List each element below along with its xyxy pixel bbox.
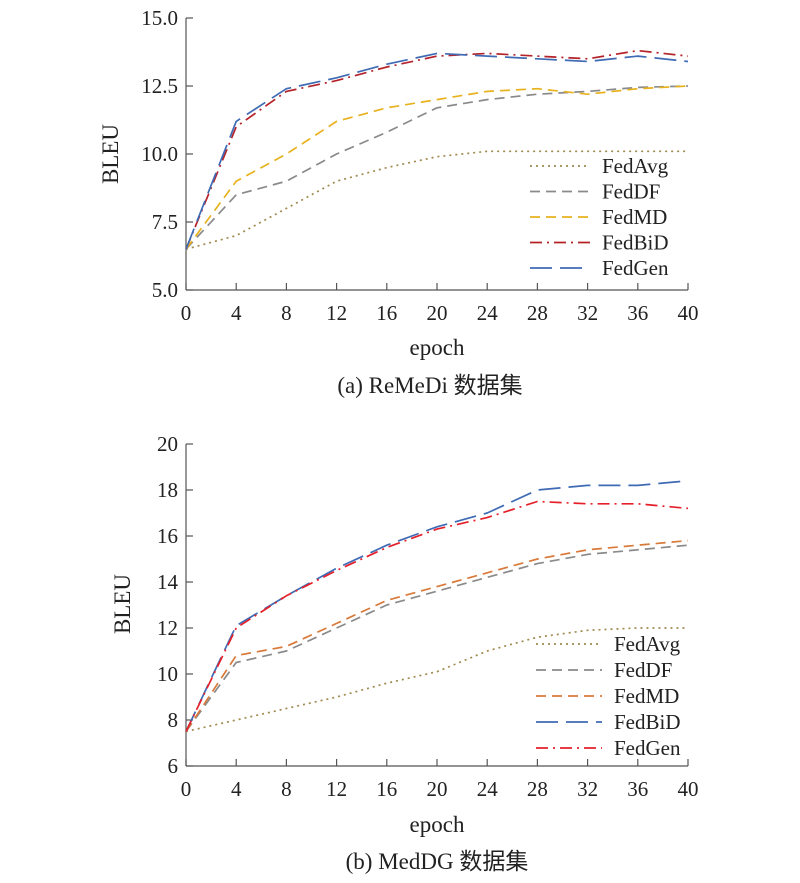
series-line-fedavg [185, 150, 688, 251]
x-tick-label: 20 [427, 777, 448, 801]
chart-caption: (b) MedDG 数据集 [346, 849, 529, 874]
y-tick-label: 12 [157, 616, 178, 640]
y-tick-label: 20 [157, 432, 178, 456]
legend-label-fedmd: FedMD [602, 205, 667, 229]
series-line-fedgen [185, 52, 689, 250]
x-tick-label: 28 [527, 301, 548, 325]
x-tick-label: 12 [326, 777, 347, 801]
legend-label-fedavg: FedAvg [602, 154, 669, 178]
y-tick-label: 15.0 [141, 6, 178, 30]
y-tick-label: 7.5 [152, 210, 178, 234]
legend-label-fedgen: FedGen [602, 256, 669, 280]
y-tick-label: 10.0 [141, 142, 178, 166]
legend-label-feddf: FedDF [614, 658, 672, 682]
series-line-fedmd [185, 539, 689, 732]
chart-panel-0: 0 4 8 12 16 20 24 28 32 36 40 5.0 7.5 10.0 12.5 15.0 epo… [98, 6, 699, 398]
legend-label-fedmd: FedMD [614, 684, 679, 708]
x-tick-label: 8 [281, 777, 292, 801]
y-axis-label: BLEU [110, 574, 135, 634]
x-tick-label: 24 [477, 777, 499, 801]
x-tick-label: 32 [577, 777, 598, 801]
x-tick-label: 28 [527, 777, 548, 801]
legend-label-feddf: FedDF [602, 180, 660, 204]
legend-label-fedbid: FedBiD [602, 231, 669, 255]
x-tick-label: 32 [577, 301, 598, 325]
x-tick-label: 0 [181, 301, 192, 325]
x-tick-label: 12 [326, 301, 347, 325]
y-tick-label: 6 [168, 754, 179, 778]
x-tick-label: 40 [678, 777, 699, 801]
y-tick-label: 18 [157, 478, 178, 502]
legend-label-fedbid: FedBiD [614, 710, 681, 734]
x-tick-label: 36 [627, 301, 648, 325]
series-line-fedbid [185, 479, 689, 732]
x-tick-label: 0 [181, 777, 192, 801]
y-tick-label: 5.0 [152, 278, 178, 302]
x-tick-label: 20 [427, 301, 448, 325]
x-tick-label: 40 [678, 301, 699, 325]
x-tick-label: 4 [231, 777, 242, 801]
x-tick-label: 16 [376, 301, 397, 325]
chart-caption: (a) ReMeDi 数据集 [337, 373, 522, 398]
y-tick-label: 14 [157, 570, 179, 594]
y-tick-label: 16 [157, 524, 178, 548]
legend-label-fedgen: FedGen [614, 736, 681, 760]
x-axis-label: epoch [410, 335, 465, 360]
chart-panel-1: 0 4 8 12 16 20 24 28 32 36 40 6 8 10 12 14 16 18 20 epoch BL… [110, 432, 699, 874]
x-tick-label: 36 [627, 777, 648, 801]
x-tick-label: 16 [376, 777, 397, 801]
y-tick-label: 8 [168, 708, 179, 732]
series-line-feddf [185, 85, 689, 250]
x-axis-label: epoch [410, 812, 465, 837]
series-line-fedavg [185, 627, 688, 733]
series-line-fedbid [185, 49, 689, 250]
x-tick-label: 4 [231, 301, 242, 325]
series-line-fedgen [185, 500, 689, 732]
series-line-fedmd [185, 85, 689, 250]
y-tick-label: 10 [157, 662, 178, 686]
legend-label-fedavg: FedAvg [614, 632, 681, 656]
y-tick-label: 12.5 [141, 74, 178, 98]
x-tick-label: 8 [281, 301, 292, 325]
series-line-feddf [185, 544, 689, 733]
y-axis-label: BLEU [98, 124, 123, 184]
x-tick-label: 24 [477, 301, 499, 325]
